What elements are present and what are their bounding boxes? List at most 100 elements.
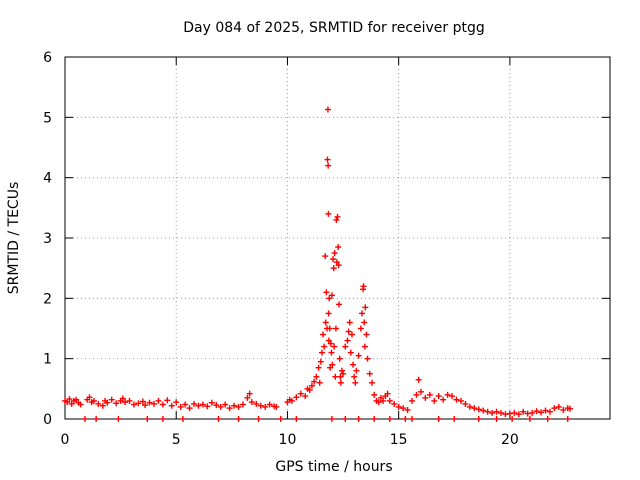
data-point [542, 407, 549, 414]
data-point [182, 401, 189, 408]
data-point [404, 406, 411, 413]
data-point [115, 416, 122, 422]
plot-frame [64, 56, 611, 420]
data-point [113, 400, 120, 407]
data-point [213, 402, 220, 409]
data-point [375, 399, 382, 406]
data-point [330, 256, 337, 263]
data-point [168, 402, 175, 409]
data-point [195, 402, 202, 409]
data-point [355, 352, 362, 359]
data-point [353, 367, 360, 374]
data-point [332, 325, 339, 332]
data-point [546, 408, 553, 415]
data-point [480, 407, 487, 414]
data-point [345, 328, 352, 335]
data-point [315, 364, 322, 371]
data-point [368, 379, 375, 386]
data-point [266, 401, 273, 408]
data-point [311, 378, 318, 385]
y-tick-label: 6 [43, 50, 52, 66]
data-point [493, 408, 500, 415]
data-point [352, 379, 359, 386]
y-tick-label: 2 [43, 291, 52, 307]
data-point [277, 416, 284, 422]
data-point [323, 289, 330, 296]
data-point [325, 210, 332, 217]
data-point [328, 292, 335, 299]
data-point [326, 295, 333, 302]
data-point [146, 399, 153, 406]
data-point [244, 394, 251, 401]
data-point [400, 405, 407, 412]
data-point [371, 416, 378, 422]
data-point [139, 398, 146, 405]
data-point [90, 397, 97, 404]
data-point [449, 393, 456, 400]
data-point [431, 397, 438, 404]
data-point [331, 343, 338, 350]
data-point [413, 391, 420, 398]
data-point [515, 411, 522, 418]
data-point [186, 405, 193, 412]
data-point [255, 416, 262, 422]
data-point [144, 416, 151, 422]
data-point [302, 393, 309, 400]
y-tick-label: 5 [43, 110, 52, 126]
axes [64, 56, 611, 420]
data-point [248, 399, 255, 406]
data-point [322, 319, 329, 326]
data-point [179, 416, 186, 422]
x-axis-label: GPS time / hours [275, 459, 392, 475]
data-point [164, 397, 171, 404]
data-point [362, 304, 369, 311]
data-point [321, 343, 328, 350]
data-point [122, 399, 129, 406]
data-point [358, 310, 365, 317]
grid [65, 57, 610, 419]
data-point [66, 396, 73, 403]
data-point [93, 416, 100, 422]
data-point [293, 416, 300, 422]
data-point [415, 376, 422, 383]
data-point [325, 162, 332, 169]
data-point [402, 416, 409, 422]
data-point [104, 399, 111, 406]
data-point [493, 416, 500, 422]
data-point [77, 401, 84, 408]
data-point [246, 390, 253, 397]
data-point [564, 416, 571, 422]
x-tick-label: 0 [61, 432, 70, 448]
data-point [560, 406, 567, 413]
data-point [384, 390, 391, 397]
data-point [509, 416, 516, 422]
data-point [435, 416, 442, 422]
data-point [533, 408, 540, 415]
data-point [346, 319, 353, 326]
data-point [498, 409, 504, 416]
data-point [551, 405, 558, 412]
data-point [235, 403, 242, 410]
data-point [484, 408, 491, 415]
y-tick-label: 1 [43, 352, 52, 368]
tick-labels: 0 5 10 15 20 0 1 2 3 4 5 6 [43, 50, 519, 448]
data-point [453, 396, 460, 403]
data-point [64, 399, 71, 406]
data-point [297, 390, 304, 397]
data-point [204, 403, 211, 410]
data-point [226, 405, 233, 412]
data-point [191, 400, 198, 407]
data-point [338, 367, 345, 374]
data-point [335, 262, 342, 269]
data-point [155, 397, 162, 404]
data-point [333, 216, 340, 223]
data-point [366, 370, 373, 377]
data-point [257, 402, 264, 409]
data-point [335, 244, 342, 251]
data-point [363, 331, 370, 338]
data-point [142, 402, 149, 409]
data-point [313, 373, 320, 380]
data-point [329, 361, 336, 368]
data-point [159, 416, 166, 422]
